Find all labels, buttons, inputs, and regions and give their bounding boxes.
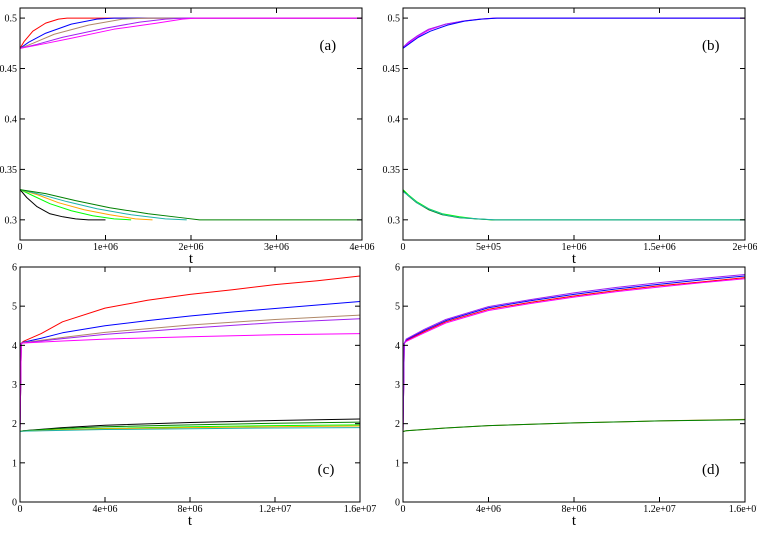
x-tick-label: 8e+06 (177, 504, 202, 515)
series-line-4 (403, 189, 745, 221)
series-line-3 (20, 314, 360, 432)
y-tick-label: 3 (395, 380, 400, 391)
panel-label: (c) (318, 462, 335, 478)
panel-d: 0 4e+06 8e+06 1.2e+07 1.6e+07 0 1 2 3 4 5 6 t (d) (395, 263, 757, 530)
y-tick-label: 0.45 (0, 64, 17, 75)
x-tick-label: 0 (401, 504, 406, 515)
y-tick-label: 4 (12, 341, 17, 352)
series-line-4 (20, 318, 360, 432)
series-line-9 (20, 189, 187, 221)
series-line-1 (403, 277, 745, 432)
y-tick-label: 0.3 (388, 215, 401, 226)
y-tick-label: 0.3 (5, 215, 18, 226)
x-axis-title: t (572, 251, 577, 267)
x-tick-label: 0 (18, 504, 23, 515)
plot-frame (402, 266, 746, 503)
y-tick-label: 4 (395, 341, 400, 352)
panel-a: 0 1e+06 2e+06 3e+06 4e+06 0.3 0.35 0.4 0.45 0.5 t (… (0, 7, 375, 267)
y-tick-label: 5 (12, 302, 17, 313)
x-axis-title: t (189, 251, 194, 267)
series-line-1 (20, 17, 362, 49)
series-line-4 (20, 17, 362, 49)
plot-frame (19, 266, 361, 503)
series-group (20, 17, 362, 221)
x-tick-label: 1.6e+07 (729, 504, 757, 515)
series-line-6 (403, 191, 745, 221)
series-line-8 (20, 189, 153, 221)
x-axis-title: t (572, 513, 577, 529)
y-tick-label: 0.35 (0, 165, 17, 176)
series-line-5 (20, 17, 362, 49)
y-tick-label: 0.5 (388, 14, 401, 25)
series-line-7 (20, 189, 132, 221)
panel-c: 0 4e+06 8e+06 1.2e+07 1.6e+07 0 1 2 3 4 5 6 t (c) (12, 263, 376, 530)
y-tick-label: 0.4 (5, 114, 18, 125)
series-line-10 (20, 427, 360, 432)
plot-frame (19, 7, 363, 241)
x-tick-label: 2e+06 (178, 242, 203, 253)
x-tick-label: 5e+05 (476, 242, 501, 253)
x-tick-label: 4e+06 (476, 504, 501, 515)
y-tick-label: 0.5 (5, 14, 18, 25)
y-tick-label: 6 (12, 263, 17, 274)
panel-label: (b) (702, 38, 720, 54)
series-line-2 (403, 275, 745, 432)
series-line-5 (20, 333, 360, 432)
y-tick-label: 0.35 (383, 165, 401, 176)
y-tick-label: 0.45 (383, 64, 401, 75)
x-tick-label: 1.5e+06 (643, 242, 676, 253)
x-tick-label: 8e+06 (561, 504, 586, 515)
series-line-2 (403, 17, 745, 48)
series-group (403, 273, 745, 432)
x-tick-label: 1e+06 (93, 242, 118, 253)
y-tick-label: 6 (395, 263, 400, 274)
panel-label: (d) (702, 462, 720, 478)
series-group (20, 275, 360, 432)
series-line-1 (20, 275, 360, 432)
series-line-3 (403, 17, 745, 49)
y-tick-label: 0 (395, 498, 400, 509)
plot-frame (402, 7, 746, 241)
y-tick-label: 0 (12, 498, 17, 509)
x-tick-label: 1.6e+07 (344, 504, 377, 515)
y-tick-label: 0.4 (388, 114, 401, 125)
series-group (403, 17, 745, 221)
x-tick-label: 1.2e+07 (643, 504, 676, 515)
series-line-3 (403, 278, 745, 432)
y-tick-label: 1 (395, 458, 400, 469)
series-line-6 (403, 419, 745, 432)
x-tick-label: 3e+06 (264, 242, 289, 253)
series-line-4 (403, 273, 745, 432)
series-line-5 (403, 418, 745, 432)
series-line-6 (20, 189, 106, 221)
x-tick-label: 1.2e+07 (259, 504, 292, 515)
panel-b: 0 5e+05 1e+06 1.5e+06 2e+06 0.3 0.35 0.4 0.45 0.5… (383, 7, 757, 267)
x-axis-title: t (188, 513, 193, 529)
x-tick-label: 2e+06 (732, 242, 757, 253)
x-tick-label: 1e+06 (561, 242, 586, 253)
series-line-2 (20, 17, 362, 49)
y-tick-label: 2 (12, 419, 17, 430)
x-tick-label: 4e+06 (349, 242, 374, 253)
y-tick-label: 1 (12, 458, 17, 469)
x-tick-label: 0 (401, 242, 406, 253)
y-tick-label: 2 (395, 419, 400, 430)
series-line-10 (20, 189, 362, 221)
x-tick-label: 4e+06 (92, 504, 117, 515)
y-tick-label: 5 (395, 302, 400, 313)
x-tick-label: 0 (18, 242, 23, 253)
y-tick-label: 3 (12, 380, 17, 391)
panel-label: (a) (319, 38, 336, 54)
series-line-3 (20, 17, 362, 49)
